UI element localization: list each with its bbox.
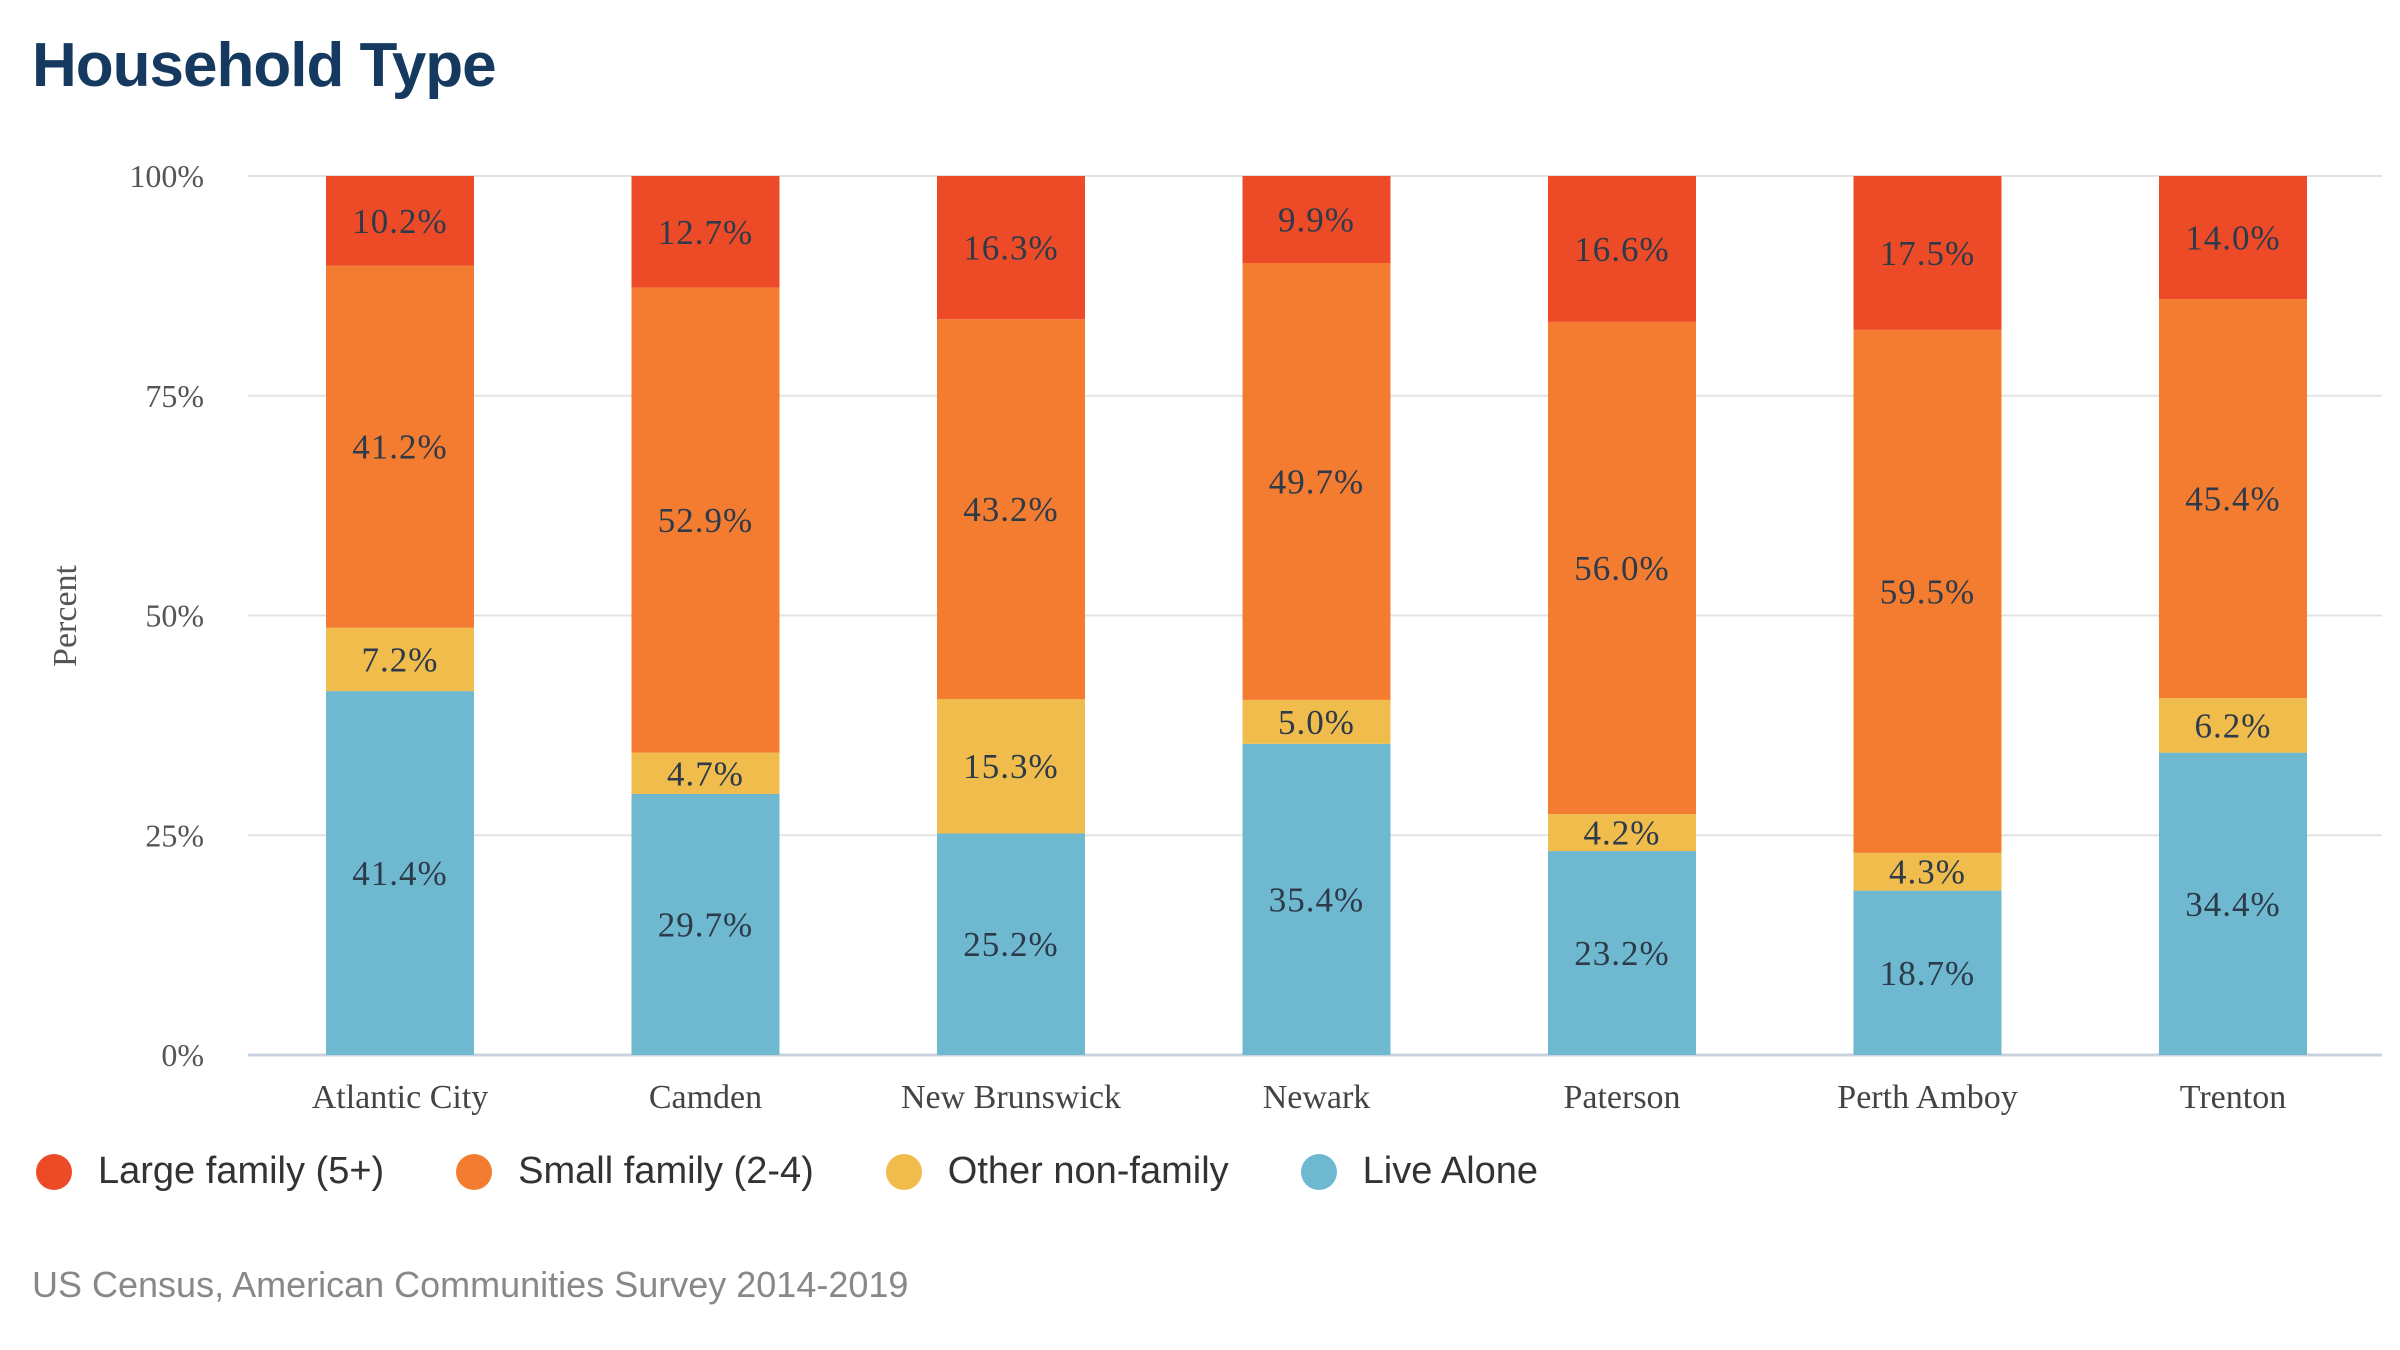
y-tick-label-100: 100% <box>129 158 204 194</box>
y-tick-label-75: 75% <box>145 378 204 414</box>
legend-label-live-alone: Live Alone <box>1362 1150 1539 1192</box>
data-label-large-family-5-paterson: 16.6% <box>1574 230 1669 269</box>
data-label-other-non-family-atlantic-city: 7.2% <box>362 640 439 679</box>
data-label-other-non-family-trenton: 6.2% <box>2195 706 2272 745</box>
data-label-live-alone-paterson: 23.2% <box>1574 934 1669 973</box>
bar-segment-other-non-family-newark <box>1242 699 1391 744</box>
bar-stack-paterson: 23.2% 4.2% 56.0% 16.6% <box>1548 176 1696 1055</box>
data-label-other-non-family-paterson: 4.2% <box>1584 814 1661 853</box>
bar-segment-live-alone-new-brunswick <box>937 833 1085 1055</box>
legend-label-large-family: Large family (5+) <box>98 1150 385 1192</box>
x-tick-label-newark: Newark <box>1263 1079 1371 1116</box>
legend-item-small-family[interactable]: Small family (2-4) <box>456 1150 814 1193</box>
legend-swatch-live-alone <box>1300 1153 1337 1190</box>
source-note: US Census, American Communities Survey 2… <box>32 1264 909 1305</box>
data-label-large-family-5-perth-amboy: 17.5% <box>1880 234 1975 273</box>
bar-segment-other-non-family-atlantic-city <box>326 627 474 692</box>
legend-swatch-other-non-family <box>885 1153 922 1190</box>
bar-stack-atlantic-city: 41.4% 7.2% 41.2% 10.2% <box>326 176 474 1055</box>
legend-item-other-non-family[interactable]: Other non-family <box>885 1150 1229 1193</box>
bar-segment-large-family-5-paterson <box>1548 176 1696 322</box>
x-tick-label-paterson: Paterson <box>1563 1079 1680 1116</box>
bar-segment-other-non-family-camden <box>631 752 780 794</box>
legend-label-other-non-family: Other non-family <box>947 1150 1229 1192</box>
bar-segment-live-alone-trenton <box>2159 752 2307 1055</box>
bar-segment-small-family-2-4-perth-amboy <box>1853 329 2002 853</box>
legend: Large family (5+) Small family (2-4) Oth… <box>36 1150 1610 1193</box>
legend-label-small-family: Small family (2-4) <box>518 1150 814 1192</box>
bar-segment-small-family-2-4-paterson <box>1548 321 1696 815</box>
legend-swatch-small-family <box>456 1153 493 1190</box>
data-label-small-family-2-4-atlantic-city: 41.2% <box>352 428 447 467</box>
bar-segment-other-non-family-paterson <box>1548 814 1696 852</box>
data-label-live-alone-camden: 29.7% <box>658 905 753 944</box>
bar-segment-large-family-5-camden <box>631 176 780 288</box>
bar-segment-large-family-5-atlantic-city <box>326 176 474 266</box>
data-label-small-family-2-4-new-brunswick: 43.2% <box>963 490 1058 529</box>
x-tick-label-trenton: Trenton <box>2180 1079 2286 1116</box>
data-label-small-family-2-4-newark: 49.7% <box>1269 462 1364 501</box>
data-label-large-family-5-atlantic-city: 10.2% <box>352 202 447 241</box>
bar-segment-live-alone-newark <box>1242 743 1391 1055</box>
data-label-live-alone-perth-amboy: 18.7% <box>1880 954 1975 993</box>
bar-segment-small-family-2-4-atlantic-city <box>326 265 474 628</box>
bar-stack-newark: 35.4% 5.0% 49.7% 9.9% <box>1242 176 1391 1055</box>
legend-item-live-alone[interactable]: Live Alone <box>1300 1150 1539 1193</box>
bar-segment-small-family-2-4-camden <box>631 287 780 753</box>
chart-title: Household Type <box>32 31 497 100</box>
data-label-large-family-5-new-brunswick: 16.3% <box>963 229 1058 268</box>
bar-stack-trenton: 34.4% 6.2% 45.4% 14.0% <box>2159 176 2307 1055</box>
bar-segment-other-non-family-perth-amboy <box>1853 852 2002 891</box>
bar-segment-large-family-5-trenton <box>2159 176 2307 300</box>
legend-swatch-large-family <box>36 1153 72 1190</box>
bar-segment-large-family-5-new-brunswick <box>937 176 1085 320</box>
bar-segment-large-family-5-newark <box>1242 176 1391 264</box>
y-tick-label-0: 0% <box>161 1037 204 1073</box>
data-label-live-alone-atlantic-city: 41.4% <box>352 854 447 893</box>
data-label-small-family-2-4-trenton: 45.4% <box>2185 480 2280 519</box>
data-label-live-alone-new-brunswick: 25.2% <box>963 925 1058 964</box>
x-tick-label-new-brunswick: New Brunswick <box>901 1079 1121 1116</box>
y-tick-label-25: 25% <box>145 817 204 853</box>
data-label-other-non-family-perth-amboy: 4.3% <box>1889 853 1966 892</box>
bar-stack-camden: 29.7% 4.7% 52.9% 12.7% <box>631 176 780 1055</box>
bar-segment-small-family-2-4-new-brunswick <box>937 319 1085 700</box>
data-label-small-family-2-4-camden: 52.9% <box>658 501 753 540</box>
data-label-other-non-family-camden: 4.7% <box>667 754 744 793</box>
bar-segment-live-alone-paterson <box>1548 851 1696 1055</box>
legend-item-large-family[interactable]: Large family (5+) <box>36 1150 384 1193</box>
stacked-bar-chart: 0% 25% 50% 75% 100% Percent 41.4% 7.2% 41.2% 10.2… <box>47 158 2382 1116</box>
bar-segment-other-non-family-new-brunswick <box>937 699 1085 834</box>
data-label-other-non-family-new-brunswick: 15.3% <box>963 747 1058 786</box>
bar-segment-live-alone-atlantic-city <box>326 691 474 1055</box>
x-tick-label-perth-amboy: Perth Amboy <box>1837 1079 2017 1116</box>
data-label-other-non-family-newark: 5.0% <box>1278 703 1355 742</box>
bar-segment-small-family-2-4-trenton <box>2159 299 2307 699</box>
bar-stack-perth-amboy: 18.7% 4.3% 59.5% 17.5% <box>1853 176 2002 1055</box>
data-label-small-family-2-4-paterson: 56.0% <box>1574 549 1669 588</box>
y-axis-label: Percent <box>47 564 84 667</box>
bar-segment-small-family-2-4-newark <box>1242 263 1391 700</box>
data-label-live-alone-trenton: 34.4% <box>2185 885 2280 924</box>
x-tick-label-atlantic-city: Atlantic City <box>312 1079 489 1116</box>
data-label-small-family-2-4-perth-amboy: 59.5% <box>1880 572 1975 611</box>
bar-segment-live-alone-perth-amboy <box>1853 890 2002 1055</box>
data-label-live-alone-newark: 35.4% <box>1269 880 1364 919</box>
data-label-large-family-5-camden: 12.7% <box>658 213 753 252</box>
bar-segment-large-family-5-perth-amboy <box>1853 176 2002 330</box>
bar-segment-live-alone-camden <box>631 793 780 1055</box>
bar-segment-other-non-family-trenton <box>2159 698 2307 753</box>
data-label-large-family-5-trenton: 14.0% <box>2185 219 2280 258</box>
bar-stack-new-brunswick: 25.2% 15.3% 43.2% 16.3% <box>937 176 1085 1055</box>
data-label-large-family-5-newark: 9.9% <box>1278 201 1355 240</box>
y-tick-label-50: 50% <box>145 598 204 634</box>
x-tick-label-camden: Camden <box>649 1079 762 1116</box>
